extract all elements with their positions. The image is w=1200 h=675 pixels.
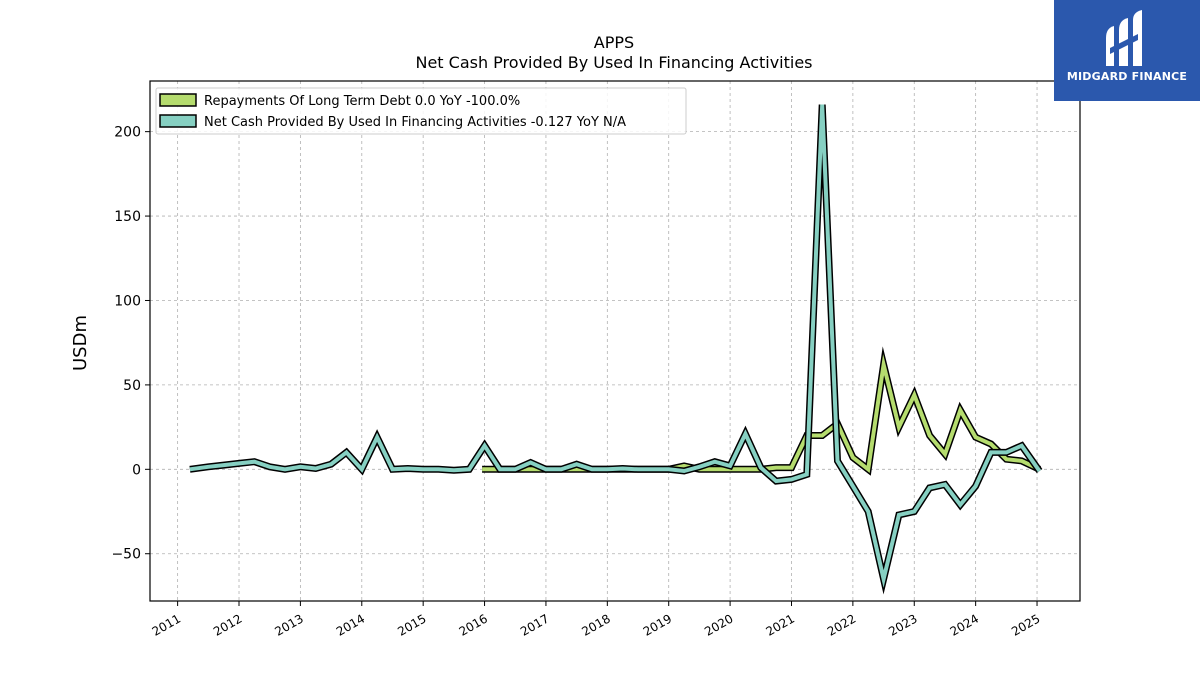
legend-box (155, 87, 687, 135)
y-tick-label: 100 (114, 293, 141, 309)
legend: Repayments Of Long Term Debt 0.0 YoY -10… (155, 87, 687, 135)
grid (150, 81, 1080, 601)
x-tick-label: 2022 (825, 611, 858, 638)
x-tick-label: 2015 (395, 611, 428, 638)
x-tick-label: 2020 (702, 611, 735, 638)
y-tick-label: 0 (132, 462, 141, 478)
x-tick-label: 2025 (1009, 611, 1042, 638)
x-tick-label: 2017 (518, 611, 551, 638)
x-tick-label: 2019 (641, 611, 674, 638)
legend-swatch-repayments (159, 93, 197, 107)
repayments-series-line (482, 354, 1041, 473)
legend-swatch-net-cash (159, 114, 197, 128)
net-cash-series-line-outline (189, 104, 1043, 595)
logo-mark-icon (1106, 10, 1142, 66)
series-lines (189, 104, 1043, 595)
y-tick-label: 50 (123, 378, 141, 394)
x-tick-label: 2011 (150, 611, 183, 638)
y-tick-label: 200 (114, 125, 141, 141)
x-tick-label: 2021 (764, 611, 797, 638)
x-tick-label: 2024 (948, 611, 981, 638)
x-tick-label: 2016 (457, 611, 490, 638)
axis-ticks: 2011 2012 2013 2014 2015 2016 2017 2018 2019 2020… (111, 125, 1042, 639)
logo-text: MIDGARD FINANCE (1066, 70, 1188, 83)
legend-label-repayments: Repayments Of Long Term Debt 0.0 YoY -10… (204, 94, 520, 109)
chart-subtitle: Net Cash Provided By Used In Financing A… (415, 53, 812, 72)
x-tick-label: 2013 (272, 611, 305, 638)
plot-frame (149, 80, 1081, 602)
net-cash-series-line (189, 104, 1042, 588)
x-tick-label: 2018 (579, 611, 612, 638)
y-tick-label: −50 (111, 547, 141, 563)
x-tick-label: 2014 (334, 611, 367, 638)
chart-title: APPS (594, 33, 634, 52)
legend-label-net-cash: Net Cash Provided By Used In Financing A… (204, 115, 626, 130)
y-axis-label: USDm (70, 315, 91, 371)
x-tick-label: 2012 (211, 611, 244, 638)
x-tick-label: 2023 (886, 611, 919, 638)
y-tick-label: 150 (114, 209, 141, 225)
midgard-finance-logo: MIDGARD FINANCE (1054, 0, 1200, 101)
